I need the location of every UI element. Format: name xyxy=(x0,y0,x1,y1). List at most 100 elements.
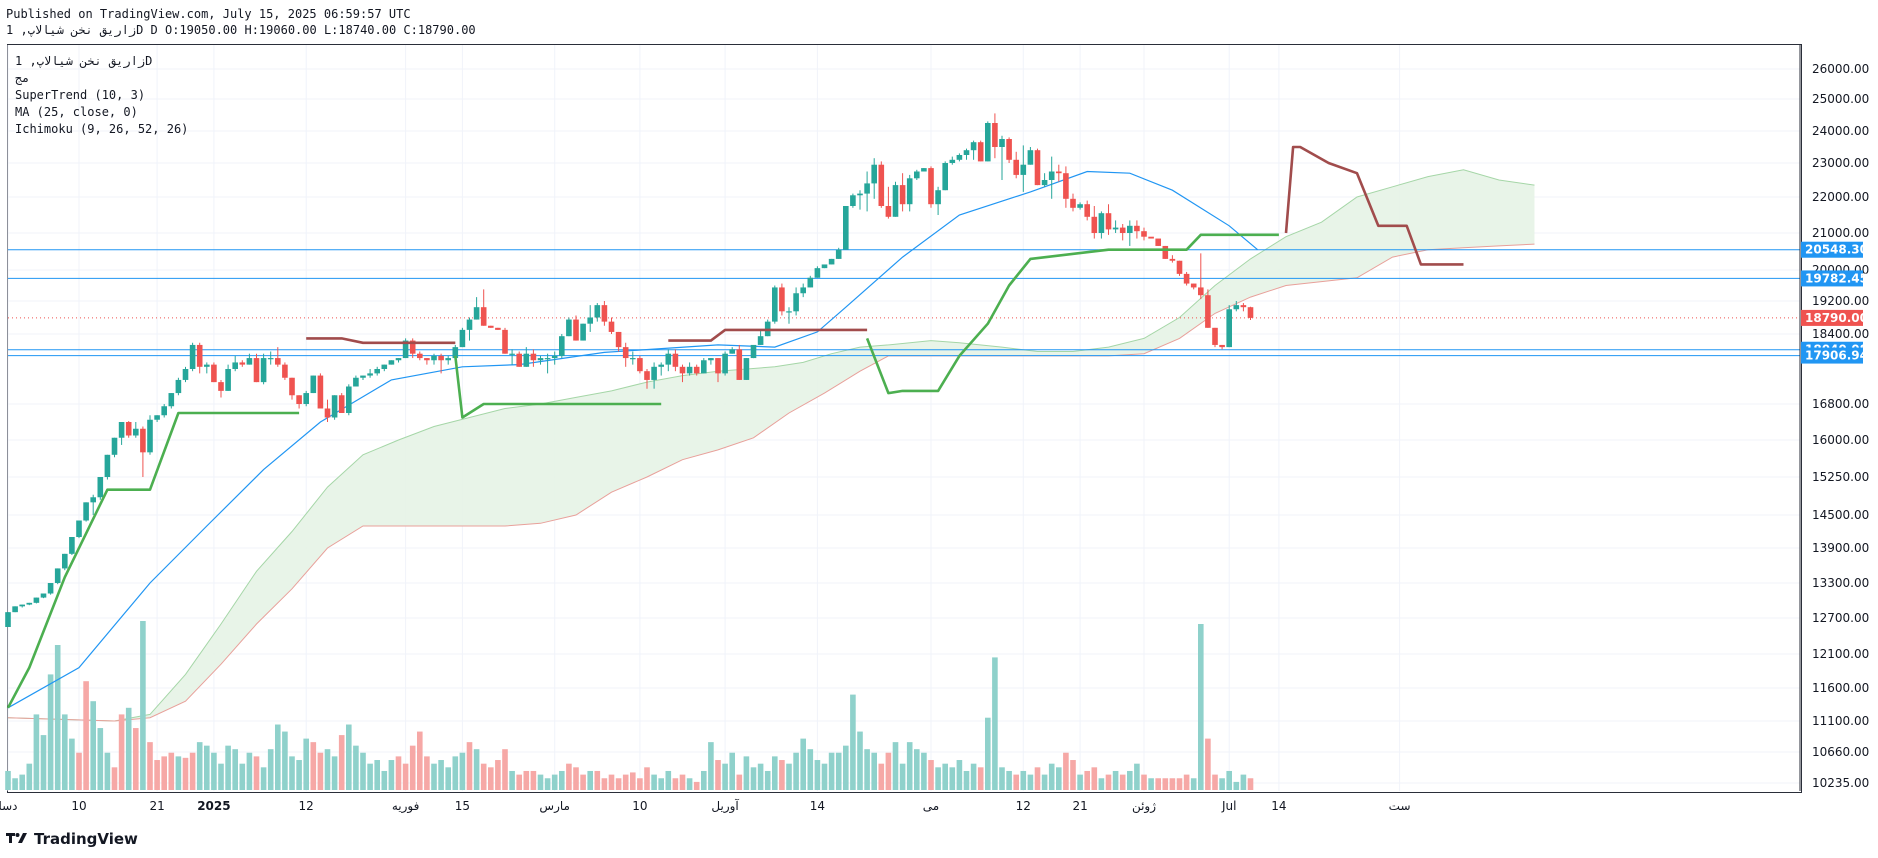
time-tick-label: 10 xyxy=(71,799,86,813)
volume-bar xyxy=(140,621,146,790)
candle-body xyxy=(1226,309,1232,348)
candle-body xyxy=(587,317,593,324)
volume-bar xyxy=(424,756,430,790)
volume-bar xyxy=(246,752,253,790)
volume-bar xyxy=(12,778,18,790)
volume-bar xyxy=(480,763,487,790)
ohlc-values: O:19050.00 H:19060.00 L:18740.00 C:18790… xyxy=(165,23,476,37)
volume-bar xyxy=(495,760,501,790)
ma-path xyxy=(7,170,1258,709)
price-tick-label: 11600.00 xyxy=(1812,681,1869,695)
price-tag xyxy=(1801,309,1863,326)
candle-body xyxy=(154,415,160,420)
candle-body xyxy=(338,395,345,413)
volume-bar xyxy=(346,724,352,790)
candle-body xyxy=(551,355,558,359)
volume-bar xyxy=(367,763,373,790)
volume-bar xyxy=(814,760,821,790)
candle-body xyxy=(5,612,11,627)
candle-body xyxy=(275,358,281,365)
volume-bar xyxy=(658,778,664,790)
candle-body xyxy=(289,377,295,396)
volume-bar xyxy=(445,767,451,790)
volume-bar xyxy=(921,752,927,790)
candle-body xyxy=(1070,198,1076,208)
candle-body xyxy=(509,353,515,355)
volume-bar xyxy=(963,770,970,790)
candle-body xyxy=(1091,216,1098,233)
volume-bar xyxy=(26,763,33,790)
volume-bar xyxy=(942,763,948,790)
volume-bar xyxy=(1190,778,1197,790)
candle-body xyxy=(899,185,906,205)
candle-body xyxy=(658,364,664,367)
volume-bar xyxy=(175,756,182,790)
candle-body xyxy=(828,258,835,265)
volume-bar xyxy=(750,767,757,790)
span-b-line xyxy=(7,243,1535,722)
volume-bar xyxy=(1240,774,1247,790)
volume-bar xyxy=(928,760,934,790)
volume-bar xyxy=(381,770,388,790)
volume-bar xyxy=(551,774,558,790)
candle-body xyxy=(857,193,863,196)
candle-body xyxy=(331,395,338,418)
volume-bar xyxy=(211,752,217,790)
price-tick-label: 21000.00 xyxy=(1812,226,1869,240)
volume-bar xyxy=(459,752,466,790)
volume-bar xyxy=(161,756,167,790)
candle-body xyxy=(97,477,104,498)
candle-body xyxy=(999,139,1005,147)
candle-body xyxy=(33,597,40,603)
volume-bar xyxy=(651,774,657,790)
volume-bar xyxy=(630,772,636,790)
candle-body xyxy=(196,344,203,367)
candle-body xyxy=(1183,273,1190,284)
candle-body xyxy=(665,353,672,365)
volume-bar xyxy=(509,770,515,790)
volume-bar xyxy=(1077,774,1083,790)
candle-body xyxy=(26,602,33,605)
volume-bar xyxy=(956,760,963,790)
candle-body xyxy=(1020,164,1027,175)
brand-name: TradingView xyxy=(34,830,138,848)
legend-ichimoku[interactable]: Ichimoku (9, 26, 52, 26) xyxy=(15,122,189,136)
candle-body xyxy=(693,366,700,374)
candle-body xyxy=(218,382,224,391)
volume-bar xyxy=(637,778,643,790)
volume-bar xyxy=(388,760,395,790)
candle-body xyxy=(637,358,643,372)
volume-bar xyxy=(622,774,629,790)
volume-bar xyxy=(1233,781,1240,790)
volume-bar xyxy=(800,738,806,790)
candle-body xyxy=(225,369,231,391)
candle-body xyxy=(189,344,196,369)
volume-bar xyxy=(743,756,750,790)
legend-supertrend[interactable]: SuperTrend (10, 3) xyxy=(15,88,146,102)
volume-bar xyxy=(580,774,586,790)
legend-ma[interactable]: MA (25, close, 0) xyxy=(15,105,138,119)
supertrend-segment xyxy=(6,411,300,709)
candle-body xyxy=(573,319,579,341)
volume-bar xyxy=(977,767,984,790)
grid xyxy=(7,45,1800,791)
time-tick-label: 21 xyxy=(1072,799,1087,813)
price-tick-label: 15250.00 xyxy=(1812,470,1869,484)
candle-body xyxy=(921,168,927,172)
volume-bar xyxy=(374,760,380,790)
candle-body xyxy=(906,178,913,205)
candle-body xyxy=(516,353,522,367)
candle-body xyxy=(1141,231,1147,237)
candle-body xyxy=(843,206,849,250)
volume-bar xyxy=(729,752,735,790)
volume-bar xyxy=(1148,778,1154,790)
volume-bar xyxy=(54,645,61,790)
candle-body xyxy=(985,123,991,162)
volume-bar xyxy=(1034,767,1041,790)
volume-bar xyxy=(232,749,238,790)
supertrend-segment xyxy=(454,355,662,419)
candle-body xyxy=(118,422,125,438)
candle-body xyxy=(1162,245,1169,259)
candle-body xyxy=(19,604,25,607)
